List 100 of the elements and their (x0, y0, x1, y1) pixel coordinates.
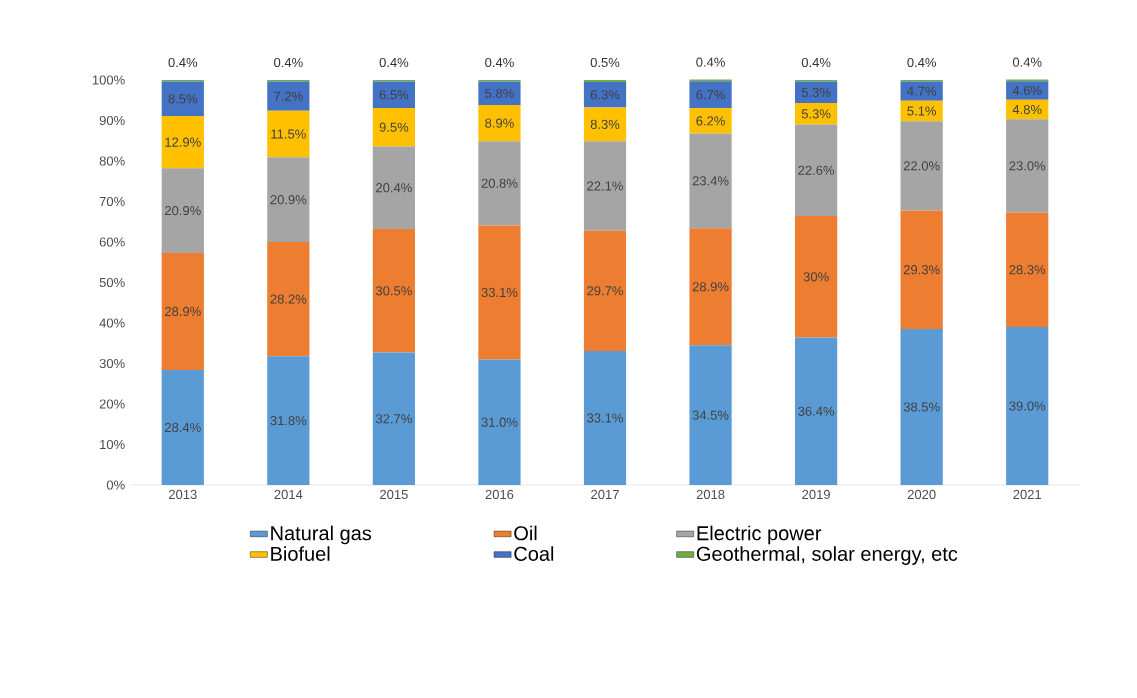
bar (267, 241, 310, 357)
bar (372, 352, 416, 485)
bar (267, 110, 310, 158)
data-label: 6.7% (696, 90, 725, 100)
data-label: 29.7% (587, 286, 623, 296)
legend-label: Natural gas (271, 525, 372, 545)
bar (689, 81, 732, 109)
bar (478, 225, 521, 360)
bar (1006, 327, 1049, 485)
bar (689, 133, 732, 229)
data-label: 6.5% (379, 90, 409, 100)
bar (583, 141, 627, 231)
legend-label: Geothermal, solar energy, etc (696, 546, 958, 565)
legend-label: Biofuel (271, 546, 330, 561)
data-label: 5.8% (485, 88, 514, 98)
bar (1006, 212, 1049, 328)
bar (161, 252, 204, 370)
data-label: 20.4% (376, 183, 412, 193)
bar (267, 157, 310, 242)
x-tick-label: 2015 (380, 489, 408, 500)
x-tick-label: 2016 (485, 489, 514, 500)
data-label: 6.3% (590, 90, 620, 100)
bar (583, 107, 627, 142)
data-label: 28.2% (270, 294, 307, 304)
x-tick-label: 2013 (168, 489, 197, 500)
bar (372, 229, 416, 353)
data-label: 12.9% (165, 137, 201, 147)
data-label: 8.5% (168, 94, 198, 104)
data-label: 5.1% (907, 106, 937, 116)
bar (795, 337, 838, 485)
data-label: 22.6% (798, 165, 835, 175)
legend-label: Coal (514, 546, 554, 561)
data-label: 0.4% (1012, 57, 1042, 67)
data-label: 28.4% (165, 422, 201, 433)
y-tick-label: 60% (99, 237, 125, 247)
data-label: 0.4% (485, 57, 514, 68)
y-tick-label: 80% (99, 156, 125, 166)
data-label: 0.4% (379, 57, 409, 68)
data-label: 28.3% (1009, 265, 1046, 275)
bar (900, 81, 943, 101)
data-label: 5.3% (801, 87, 831, 97)
data-label: 38.5% (903, 402, 940, 412)
bar (900, 329, 943, 485)
data-label: 32.7% (375, 414, 412, 424)
x-tick-label: 2014 (274, 489, 303, 500)
data-label: 23.4% (692, 176, 729, 186)
data-label: 0.4% (801, 57, 831, 68)
bar (161, 81, 204, 117)
data-label: 11.5% (271, 129, 306, 139)
y-tick-label: 30% (99, 358, 125, 369)
y-tick-label: 90% (99, 115, 125, 126)
bar (1006, 119, 1049, 213)
data-label: 0.4% (696, 57, 725, 67)
bar (267, 356, 310, 485)
x-tick-label: 2021 (1013, 489, 1042, 500)
data-label: 36.4% (798, 406, 835, 416)
data-label: 33.1% (481, 287, 518, 298)
bar (583, 79, 627, 83)
data-label: 33.1% (587, 413, 623, 423)
data-label: 0.4% (274, 57, 303, 68)
data-label: 0.4% (168, 57, 198, 68)
bar (689, 345, 732, 485)
data-label: 31.0% (481, 417, 518, 427)
data-label: 4.7% (907, 86, 937, 96)
data-label: 7.2% (274, 91, 303, 101)
bar (267, 81, 310, 111)
data-label: 6.2% (696, 116, 725, 126)
data-label: 4.8% (1012, 104, 1042, 115)
bar (583, 230, 627, 351)
bar (161, 116, 204, 169)
data-label: 5.3% (801, 109, 831, 119)
bar (478, 359, 521, 485)
data-label: 0.4% (907, 57, 937, 68)
bar (583, 82, 627, 108)
data-label: 9.5% (379, 122, 409, 132)
bar (1006, 81, 1049, 100)
data-label: 22.0% (903, 161, 940, 171)
y-tick-label: 40% (99, 318, 125, 328)
data-label: 34.5% (692, 410, 729, 420)
data-label: 20.8% (481, 178, 518, 188)
data-label: 8.3% (590, 119, 620, 129)
y-tick-label: 0% (106, 480, 125, 490)
data-label: 20.9% (270, 195, 307, 205)
bar (478, 141, 521, 226)
x-tick-label: 2018 (696, 489, 725, 500)
bar (161, 369, 204, 485)
y-tick-label: 10% (100, 439, 125, 450)
y-tick-label: 50% (99, 277, 125, 288)
bar (900, 210, 943, 330)
bar (689, 228, 732, 346)
x-tick-label: 2017 (591, 489, 619, 500)
data-label: 28.9% (165, 306, 201, 317)
x-tick-label: 2020 (907, 489, 936, 500)
data-label: 23.0% (1009, 161, 1046, 171)
bar (478, 105, 521, 142)
data-label: 0.5% (590, 57, 620, 68)
data-label: 31.8% (270, 415, 307, 426)
bar (689, 108, 732, 134)
data-label: 22.1% (587, 181, 623, 191)
bar (583, 350, 627, 485)
